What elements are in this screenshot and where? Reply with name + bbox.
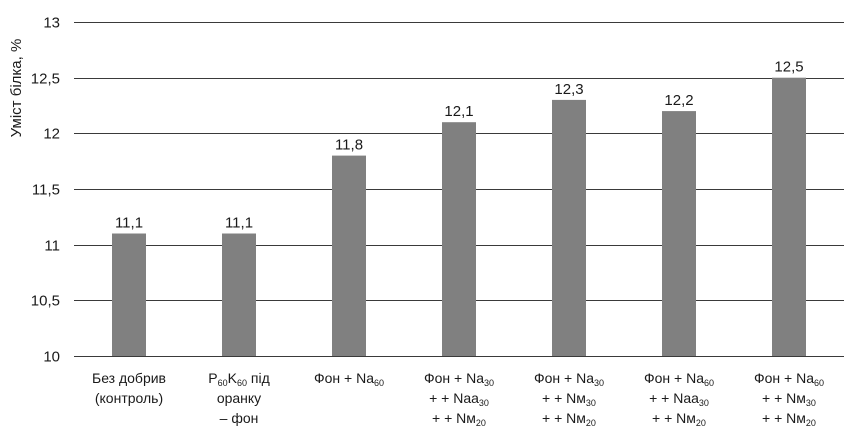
- data-label: 11,1: [225, 215, 253, 232]
- x-category-line: Фон + Na30: [534, 370, 604, 388]
- x-category-label: Фон + Na30 + + Naa30 + + Nм20: [424, 370, 494, 428]
- x-category-line: Фон + Na30: [424, 370, 494, 388]
- bar: [442, 122, 476, 356]
- x-category-line: + + Nм30: [542, 390, 596, 408]
- x-category-line: Фон + Na60: [314, 370, 384, 388]
- bar: [772, 77, 806, 356]
- x-category-line: (контроль): [95, 390, 163, 406]
- y-axis-title: Уміст білка, %: [8, 39, 25, 138]
- x-category-label: Без добрив (контроль): [92, 370, 166, 406]
- x-category-line: + + Nм20: [432, 410, 486, 428]
- x-category-line: + + Naa30: [649, 390, 709, 408]
- x-category-line: оранку: [217, 390, 261, 406]
- data-label: 11,8: [335, 137, 363, 154]
- x-category-line: + + Naa30: [429, 390, 489, 408]
- bar: [662, 111, 696, 356]
- bar: [222, 233, 256, 356]
- y-tick-label: 11,5: [32, 182, 60, 199]
- x-category-label: Фон + Na60 + + Nм30 + + Nм20: [754, 370, 824, 428]
- y-tick-label: 11: [44, 238, 60, 255]
- data-label: 12,2: [664, 92, 693, 109]
- y-tick-label: 13: [43, 15, 60, 32]
- x-category-label: P60K60 під оранку – фон: [208, 370, 269, 426]
- x-category-line: Фон + Na60: [644, 370, 714, 388]
- x-category-label: Фон + Na30 + + Nм30 + + Nм20: [534, 370, 604, 428]
- y-tick-label: 12,5: [31, 71, 60, 88]
- data-label: 12,1: [444, 103, 473, 120]
- x-category-line: Без добрив: [92, 370, 166, 386]
- data-label: 11,1: [115, 215, 143, 232]
- x-category-line: + + Nм20: [762, 410, 816, 428]
- data-label: 12,5: [774, 59, 803, 76]
- bar: [552, 99, 586, 357]
- y-tick-label: 12: [43, 126, 60, 143]
- x-category-line: + + Nм20: [542, 410, 596, 428]
- y-tick-label: 10,5: [31, 293, 60, 310]
- x-category-line: + + Nм20: [652, 410, 706, 428]
- y-tick-label: 10: [43, 349, 60, 366]
- x-category-label: Фон + Na60 + + Naa30 + + Nм20: [644, 370, 714, 428]
- x-category-line: – фон: [220, 410, 259, 426]
- x-category-label: Фон + Na60: [314, 370, 384, 388]
- x-category-line: Фон + Na60: [754, 370, 824, 388]
- x-category-line: + + Nм30: [762, 390, 816, 408]
- bar: [112, 233, 146, 356]
- x-category-line: P60K60 під: [208, 370, 269, 388]
- data-label: 12,3: [554, 81, 583, 98]
- bar: [332, 155, 366, 356]
